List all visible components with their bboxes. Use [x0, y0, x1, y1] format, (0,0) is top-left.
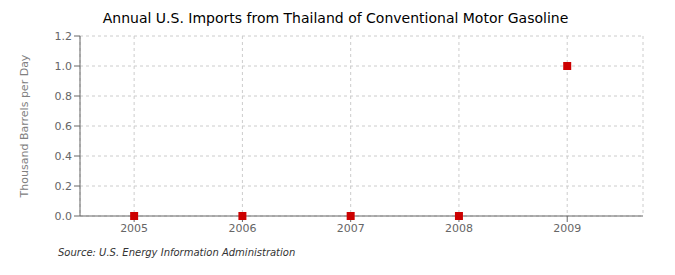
svg-text:1.2: 1.2 — [55, 30, 73, 43]
svg-text:2005: 2005 — [120, 222, 148, 235]
svg-text:0.4: 0.4 — [55, 150, 73, 163]
svg-text:0.2: 0.2 — [55, 180, 73, 193]
svg-text:0.6: 0.6 — [55, 120, 73, 133]
html-text:Source: U.S. Energy Informatio: Source: U.S. Energy Information Administ… — [58, 247, 296, 258]
svg-text:2008: 2008 — [445, 222, 473, 235]
svg-text:2009: 2009 — [553, 222, 581, 235]
svg-text:0.0: 0.0 — [55, 210, 73, 223]
svg-text:0.8: 0.8 — [55, 90, 73, 103]
html-text:Annual U.S. Imports from Thail: Annual U.S. Imports from Thailand of Con… — [102, 10, 569, 26]
svg-text:2006: 2006 — [228, 222, 256, 235]
svg-text:2007: 2007 — [337, 222, 365, 235]
svg-text:Thousand Barrels per Day: Thousand Barrels per Day — [18, 54, 31, 198]
svg-text:1.0: 1.0 — [55, 60, 73, 73]
